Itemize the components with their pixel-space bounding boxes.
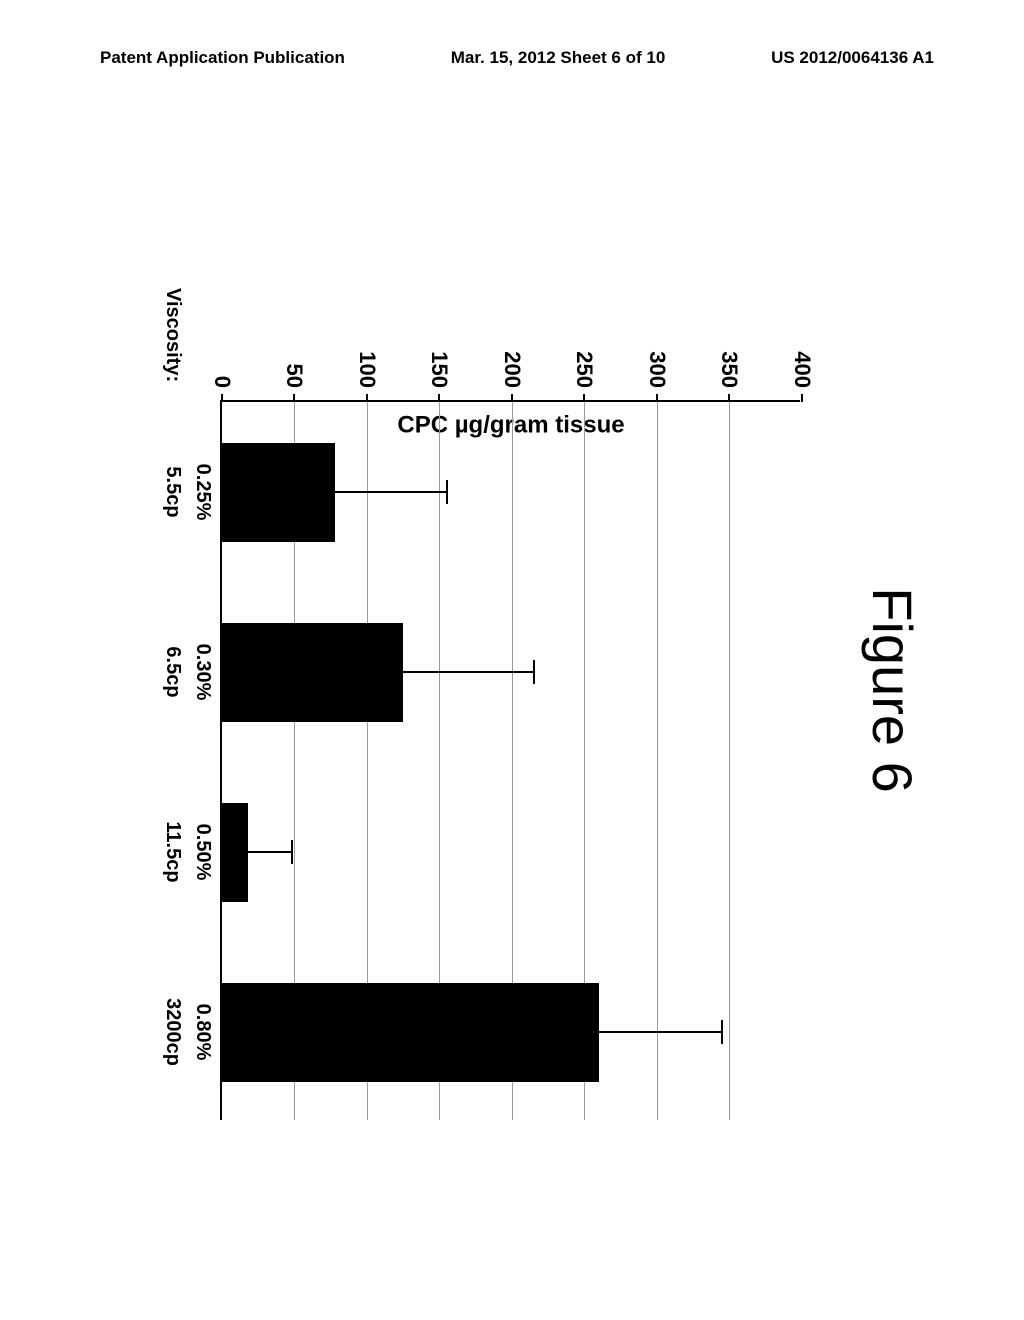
x-viscosity-label: 5.5cp bbox=[161, 466, 184, 517]
y-tick-label: 350 bbox=[717, 351, 743, 388]
y-tick-label: 300 bbox=[644, 351, 670, 388]
y-tick-label: 150 bbox=[427, 351, 453, 388]
error-bar bbox=[335, 491, 447, 493]
y-tick bbox=[221, 394, 223, 402]
header-patent-number: US 2012/0064136 A1 bbox=[771, 48, 934, 68]
x-viscosity-label: 6.5cp bbox=[161, 646, 184, 697]
error-bar bbox=[599, 1031, 722, 1033]
viscosity-row-label: Viscosity: bbox=[161, 288, 184, 382]
y-tick-label: 0 bbox=[209, 376, 235, 388]
bar bbox=[222, 983, 599, 1082]
y-tick bbox=[294, 394, 296, 402]
gridline bbox=[657, 402, 658, 1120]
x-tick-label: 0.80% bbox=[191, 1004, 214, 1061]
y-tick-label: 200 bbox=[499, 351, 525, 388]
header-publication-label: Patent Application Publication bbox=[100, 48, 345, 68]
y-tick bbox=[656, 394, 658, 402]
plot-area: CPC µg/gram tissue Viscosity: 0501001502… bbox=[220, 400, 800, 1120]
x-tick-label: 0.30% bbox=[191, 644, 214, 701]
figure-title: Figure 6 bbox=[860, 587, 925, 792]
bar bbox=[222, 443, 335, 542]
y-tick-label: 100 bbox=[354, 351, 380, 388]
page-header: Patent Application Publication Mar. 15, … bbox=[0, 48, 1024, 68]
error-cap bbox=[721, 1020, 723, 1044]
gridline bbox=[730, 402, 731, 1120]
y-tick-label: 50 bbox=[282, 364, 308, 388]
y-tick-label: 250 bbox=[572, 351, 598, 388]
error-cap bbox=[446, 480, 448, 504]
y-tick bbox=[729, 394, 731, 402]
x-tick-label: 0.50% bbox=[191, 824, 214, 881]
error-cap bbox=[533, 660, 535, 684]
x-viscosity-label: 11.5cp bbox=[161, 821, 184, 882]
error-bar bbox=[403, 671, 534, 673]
chart-container: Figure 6 CPC µg/gram tissue Viscosity: 0… bbox=[0, 280, 1024, 1100]
y-tick bbox=[801, 394, 803, 402]
x-tick-label: 0.25% bbox=[191, 464, 214, 521]
bar bbox=[222, 623, 403, 722]
bar bbox=[222, 803, 248, 902]
y-tick bbox=[584, 394, 586, 402]
y-tick bbox=[439, 394, 441, 402]
header-sheet-label: Mar. 15, 2012 Sheet 6 of 10 bbox=[451, 48, 666, 68]
y-tick bbox=[366, 394, 368, 402]
y-tick bbox=[511, 394, 513, 402]
error-cap bbox=[291, 840, 293, 864]
y-tick-label: 400 bbox=[789, 351, 815, 388]
x-viscosity-label: 3200cp bbox=[161, 998, 184, 1066]
y-axis-title: CPC µg/gram tissue bbox=[397, 412, 624, 440]
error-bar bbox=[248, 851, 292, 853]
